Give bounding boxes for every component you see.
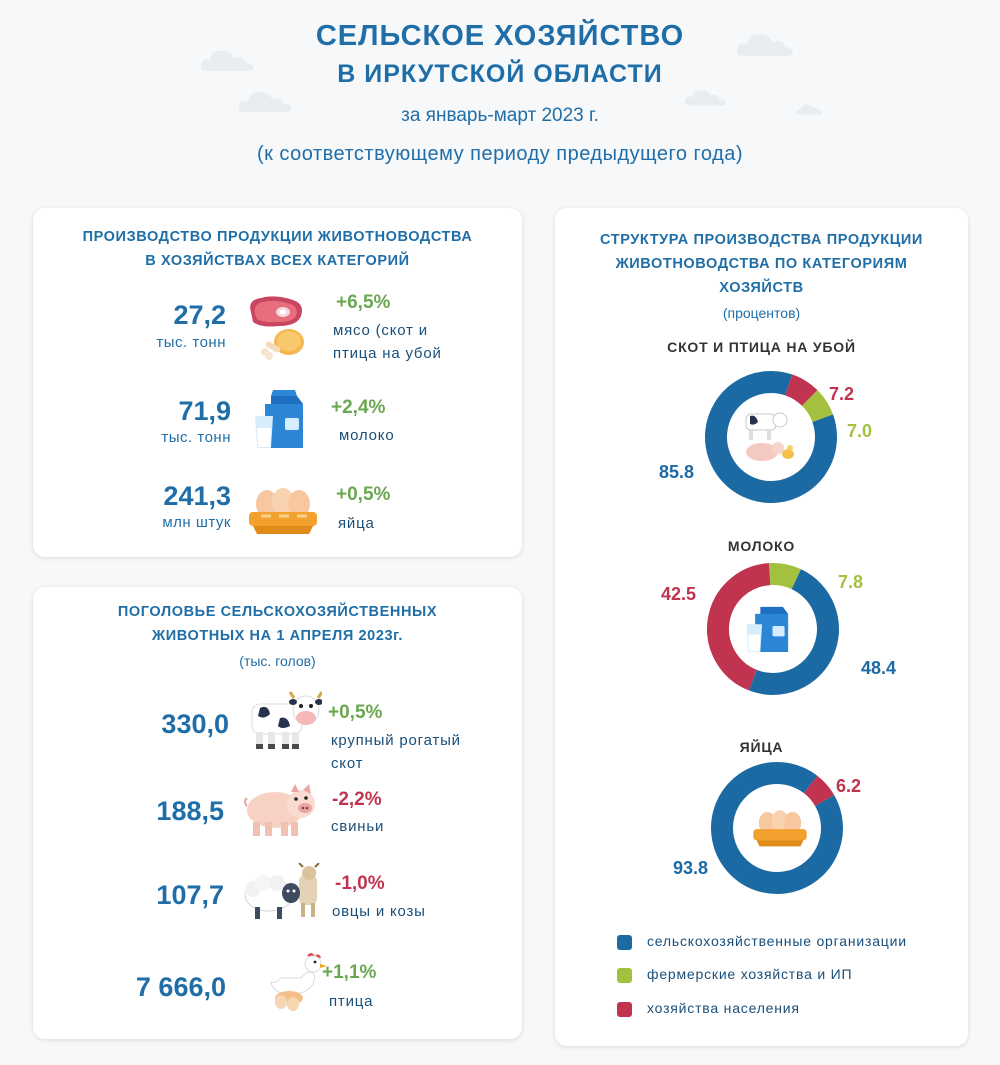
livestock-units: (тыс. голов): [239, 653, 316, 669]
poultry-change: +1,1%: [322, 962, 377, 983]
meat-unit: тыс. тонн: [156, 334, 226, 351]
donut-slice: [705, 371, 837, 503]
legend-label: хозяйства населения: [647, 1000, 800, 1016]
structure-heading: СТРУКТУРА ПРОИЗВОДСТВА ПРОДУКЦИИ ЖИВОТНО…: [600, 232, 923, 296]
cattle-label: крупный рогатый скот: [331, 732, 461, 772]
meat-households-label: 7.2: [829, 384, 855, 404]
eggs-change: +0,5%: [336, 484, 391, 505]
meat-agri-label: 85.8: [659, 462, 695, 482]
cloud-icon: [685, 90, 726, 106]
sheep-value: 107,7: [156, 880, 224, 910]
cloud-icon: [238, 91, 292, 112]
pigs-label: свиньи: [331, 818, 385, 835]
pig-icon: [244, 784, 315, 836]
structure-card: СТРУКТУРА ПРОИЗВОДСТВА ПРОДУКЦИИ ЖИВОТНО…: [555, 208, 968, 1046]
livestock-icon: [745, 412, 794, 461]
milk-change: +2,4%: [331, 397, 386, 418]
milk-value: 71,9: [178, 396, 231, 426]
eggs-icon: [249, 488, 317, 534]
sheep-goat-icon: [244, 863, 320, 919]
chart-title-milk: МОЛОКО: [727, 538, 796, 554]
meat-farmers-label: 7.0: [847, 421, 873, 441]
milk-icon: [746, 606, 789, 652]
page-subtitle: В ИРКУТСКОЙ ОБЛАСТИ: [337, 60, 663, 88]
milk-icon: [255, 390, 303, 448]
donut-slice: [801, 390, 834, 423]
donut-slice: [769, 563, 801, 590]
chart-title-eggs: ЯЙЦА: [739, 739, 784, 755]
eggs-label: яйца: [338, 515, 375, 532]
milk-households-label: 42.5: [661, 584, 697, 604]
legend-swatch: [617, 968, 632, 983]
legend-label: фермерские хозяйства и ИП: [647, 966, 853, 982]
chicken-icon: [270, 953, 327, 1011]
legend-swatch: [617, 935, 632, 950]
livestock-card: ПОГОЛОВЬЕ СЕЛЬСКОХОЗЯЙСТВЕННЫХ ЖИВОТНЫХ …: [33, 587, 522, 1039]
eggs-agri-label: 93.8: [673, 858, 709, 878]
cloud-icon: [200, 50, 254, 71]
donut-slice: [707, 563, 771, 691]
cloud-icon: [796, 104, 823, 115]
cloud-icon: [737, 34, 793, 56]
sheep-label: овцы и козы: [332, 903, 426, 920]
meat-change: +6,5%: [336, 292, 391, 313]
eggs-value: 241,3: [163, 481, 231, 511]
production-card: ПРОИЗВОДСТВО ПРОДУКЦИИ ЖИВОТНОВОДСТВА В …: [33, 208, 522, 557]
cattle-change: +0,5%: [328, 702, 383, 723]
production-heading: ПРОИЗВОДСТВО ПРОДУКЦИИ ЖИВОТНОВОДСТВА В …: [82, 229, 473, 269]
donut-slice: [784, 374, 818, 407]
legend-label: сельскохозяйственные организации: [647, 933, 907, 949]
meat-icon: [250, 296, 304, 360]
donut-slice: [711, 762, 843, 894]
milk-agri-label: 48.4: [861, 658, 897, 678]
cattle-value: 330,0: [161, 709, 229, 739]
chart-title-meat: СКОТ И ПТИЦА НА УБОЙ: [667, 339, 856, 355]
eggs-unit: млн штук: [162, 514, 231, 531]
cow-icon: [251, 691, 322, 749]
livestock-heading: ПОГОЛОВЬЕ СЕЛЬСКОХОЗЯЙСТВЕННЫХ ЖИВОТНЫХ …: [117, 604, 438, 644]
milk-farmers-label: 7.8: [838, 572, 864, 592]
eggs-icon: [753, 810, 807, 847]
poultry-label: птица: [329, 993, 374, 1010]
milk-unit: тыс. тонн: [161, 429, 231, 446]
period-note: (к соответствующему периоду предыдущего …: [256, 143, 744, 165]
pigs-change: -2,2%: [332, 789, 382, 810]
pigs-value: 188,5: [156, 796, 224, 826]
poultry-value: 7 666,0: [135, 972, 226, 1002]
structure-units: (процентов): [722, 305, 801, 321]
donut-charts: [705, 371, 843, 894]
meat-label: мясо (скот и птица на убой: [333, 322, 442, 362]
eggs-households-label: 6.2: [836, 776, 862, 796]
meat-value: 27,2: [173, 300, 226, 330]
period-text: за январь-март 2023 г.: [401, 105, 599, 126]
milk-label: молоко: [339, 427, 395, 444]
donut-slice: [803, 775, 835, 807]
sheep-change: -1,0%: [335, 873, 385, 894]
page-title: СЕЛЬСКОЕ ХОЗЯЙСТВО: [315, 20, 685, 52]
legend-swatch: [617, 1002, 632, 1017]
donut-slice: [748, 569, 839, 695]
